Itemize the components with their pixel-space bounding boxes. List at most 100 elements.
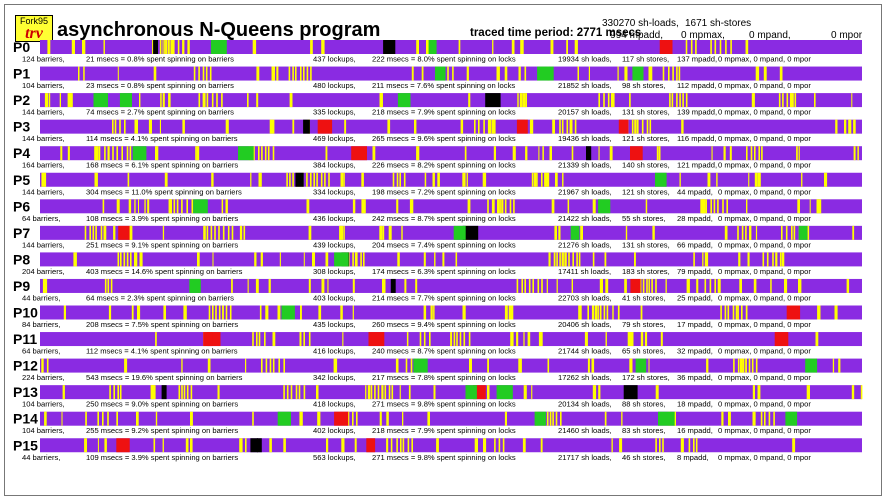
barrier-mark <box>130 225 133 240</box>
barrier-mark <box>89 225 91 240</box>
barrier-mark <box>117 252 120 267</box>
barrier-mark <box>565 252 567 267</box>
barrier-mark <box>231 278 233 293</box>
barrier-mark <box>784 278 788 293</box>
lock-spin-time: 271 msecs = 9.8% spent spinning on locks <box>372 400 516 409</box>
barriers-count: 204 barriers, <box>22 267 65 276</box>
barrier-mark <box>162 438 164 453</box>
barrier-mark <box>648 278 650 293</box>
mp-other-counts: 0 mpmax, 0 mpand, 0 mpor <box>718 55 811 64</box>
sh-stores-count: 88 sh stores, <box>622 400 665 409</box>
barrier-mark <box>113 385 115 400</box>
barrier-mark <box>250 172 252 187</box>
barrier-spin-time: 208 msecs = 7.5% spent spinning on barri… <box>86 320 238 329</box>
barrier-mark <box>126 146 129 161</box>
barrier-mark <box>178 385 181 400</box>
barrier-mark <box>740 358 742 373</box>
barrier-mark <box>265 358 268 373</box>
barrier-mark <box>253 40 256 54</box>
barrier-mark <box>410 358 413 373</box>
sh-stores-count: 172 sh stores, <box>622 373 670 382</box>
barrier-mark <box>544 172 546 187</box>
barrier-mark <box>458 40 461 54</box>
total-sh-stores: 1671 sh-stores <box>685 18 752 29</box>
barrier-mark <box>44 278 48 293</box>
idle-block <box>303 119 310 134</box>
barrier-mark <box>702 199 705 214</box>
barrier-mark <box>762 252 765 267</box>
barrier-mark <box>85 411 87 426</box>
barrier-mark <box>415 278 418 293</box>
barrier-mark <box>531 119 534 134</box>
lockups-count: 384 lockups, <box>313 161 356 170</box>
lockup-block <box>632 66 644 81</box>
barrier-mark <box>363 252 365 267</box>
work-bar <box>40 225 862 240</box>
barrier-mark <box>289 172 291 187</box>
barrier-mark <box>652 225 655 240</box>
idle-block <box>462 225 479 240</box>
barrier-mark <box>44 93 49 108</box>
barrier-mark <box>124 119 126 134</box>
barrier-mark <box>852 225 855 240</box>
barrier-mark <box>556 278 558 293</box>
barrier-mark <box>592 252 595 267</box>
sh-stores-count: 121 sh stores, <box>622 134 670 143</box>
barrier-mark <box>610 93 613 108</box>
mp-other-counts: 0 mpmax, 0 mpand, 0 mpor <box>718 108 811 117</box>
barrier-mark <box>735 305 738 320</box>
barrier-mark <box>724 305 727 320</box>
barrier-mark <box>814 93 816 108</box>
barrier-mark <box>303 385 306 400</box>
logo-fork95-text: Fork95 <box>19 16 48 26</box>
barrier-mark <box>567 199 570 214</box>
barrier-mark <box>555 172 558 187</box>
barrier-mark <box>676 93 678 108</box>
barrier-mark <box>395 358 399 373</box>
processor-label: P14 <box>13 411 38 427</box>
barrier-mark <box>231 225 234 240</box>
barrier-mark <box>627 332 631 347</box>
barrier-mark <box>551 199 555 214</box>
idle-block <box>485 93 501 108</box>
barrier-mark <box>768 411 771 426</box>
barrier-mark <box>155 332 157 347</box>
work-bar <box>40 40 862 54</box>
barrier-spin-time: 250 msecs = 9.0% spent spinning on barri… <box>86 400 238 409</box>
barrier-mark <box>746 199 748 214</box>
barrier-mark <box>561 119 564 134</box>
barrier-mark <box>528 278 531 293</box>
barrier-mark <box>239 438 243 453</box>
barrier-mark <box>679 93 681 108</box>
barrier-mark <box>119 119 121 134</box>
barrier-mark <box>268 278 271 293</box>
barrier-mark <box>527 332 531 347</box>
barrier-mark <box>69 93 73 108</box>
barrier-mark <box>720 305 722 320</box>
barrier-mark <box>522 93 526 108</box>
barrier-mark <box>493 146 496 161</box>
barrier-mark <box>168 93 171 108</box>
barrier-mark <box>547 358 550 373</box>
barrier-mark <box>834 305 838 320</box>
barrier-mark <box>469 358 472 373</box>
barrier-mark <box>150 385 154 400</box>
sh-stores-count: 55 sh stores, <box>622 214 665 223</box>
lockup-block <box>798 225 808 240</box>
barrier-mark <box>261 146 263 161</box>
barrier-mark <box>355 252 358 267</box>
barrier-mark <box>716 172 718 187</box>
barrier-mark <box>555 411 558 426</box>
barrier-mark <box>212 305 214 320</box>
barrier-mark <box>152 40 154 54</box>
idle-block <box>586 146 592 161</box>
barrier-mark <box>379 93 383 108</box>
barriers-count: 84 barriers, <box>22 320 60 329</box>
barrier-mark <box>289 93 293 108</box>
barrier-mark <box>714 278 716 293</box>
barrier-mark <box>801 172 803 187</box>
barrier-mark <box>707 172 711 187</box>
barrier-mark <box>258 172 262 187</box>
barrier-mark <box>299 332 302 347</box>
barrier-mark <box>95 146 99 161</box>
